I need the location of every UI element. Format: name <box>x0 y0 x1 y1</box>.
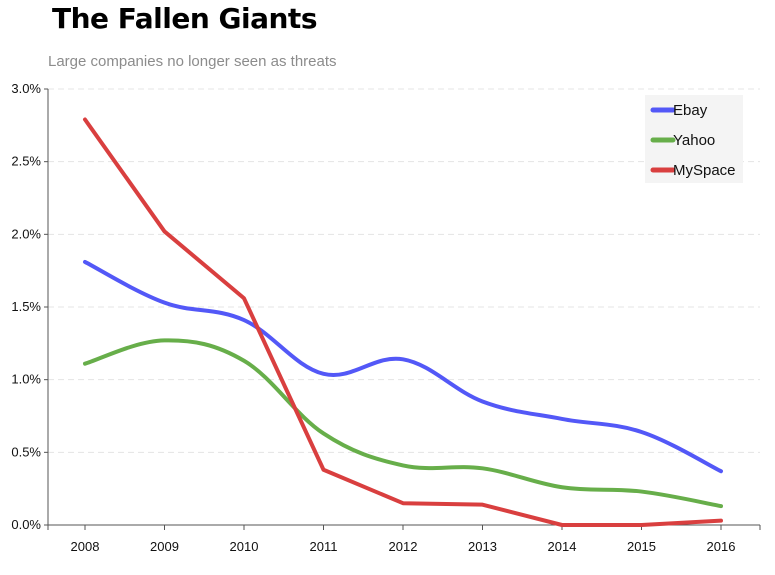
legend-label-myspace: MySpace <box>673 162 736 179</box>
y-tick-label: 0.0% <box>11 517 41 532</box>
y-tick-label: 3.0% <box>11 81 41 96</box>
y-tick-label: 0.5% <box>11 444 41 459</box>
y-tick-label: 2.5% <box>11 154 41 169</box>
legend: Ebay Yahoo MySpace <box>645 95 743 183</box>
series-line-ebay <box>83 259 723 474</box>
chart-title: The Fallen Giants <box>52 2 317 35</box>
grid-lines <box>48 88 760 453</box>
x-tick-label: 2012 <box>389 539 418 554</box>
chart-subtitle: Large companies no longer seen as threat… <box>48 53 337 70</box>
series-line-myspace <box>83 117 723 527</box>
legend-label-ebay: Ebay <box>673 102 708 119</box>
series-line-yahoo <box>83 338 723 509</box>
legend-label-yahoo: Yahoo <box>673 132 715 149</box>
y-tick-label: 2.0% <box>11 226 41 241</box>
x-tick-label: 2011 <box>310 539 338 554</box>
x-tick-label: 2008 <box>71 539 100 554</box>
y-tick-label: 1.5% <box>11 299 41 314</box>
series-lines <box>83 117 723 527</box>
x-tick-label: 2015 <box>627 539 656 554</box>
y-tick-label: 1.0% <box>11 372 41 387</box>
axes: 0.0% 0.5% 1.0% 1.5% 2.0% 2.5% 3.0% 2008 2009 2010… <box>11 81 761 554</box>
x-tick-label: 2009 <box>150 539 179 554</box>
x-tick-label: 2013 <box>468 539 497 554</box>
x-tick-label: 2010 <box>230 539 259 554</box>
x-tick-label: 2014 <box>548 539 577 554</box>
x-tick-label: 2016 <box>707 539 736 554</box>
